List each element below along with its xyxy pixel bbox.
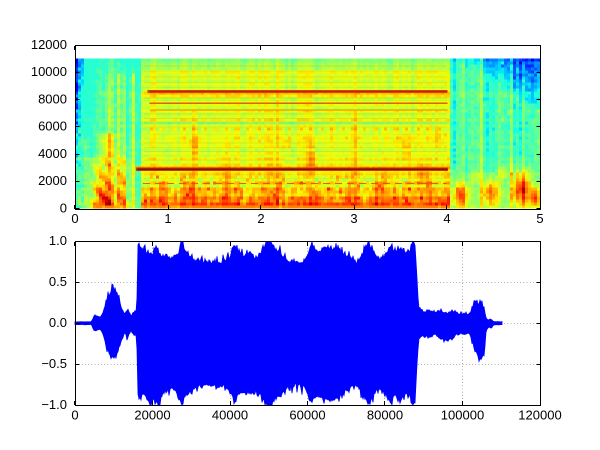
svg-text:40000: 40000 (212, 408, 248, 423)
svg-text:0: 0 (71, 408, 78, 423)
svg-text:1: 1 (164, 211, 171, 226)
svg-text:2000: 2000 (38, 173, 67, 188)
svg-text:0: 0 (71, 211, 78, 226)
svg-text:0.5: 0.5 (49, 274, 67, 289)
svg-text:120000: 120000 (518, 408, 561, 423)
svg-text:3: 3 (350, 211, 357, 226)
svg-text:4: 4 (443, 211, 450, 226)
svg-text:−0.5: −0.5 (41, 356, 67, 371)
svg-text:4000: 4000 (38, 146, 67, 161)
svg-text:12000: 12000 (31, 37, 67, 52)
svg-text:0.0: 0.0 (49, 315, 67, 330)
svg-text:60000: 60000 (289, 408, 325, 423)
svg-text:0: 0 (60, 200, 67, 215)
svg-text:100000: 100000 (441, 408, 484, 423)
svg-text:5: 5 (536, 211, 543, 226)
svg-text:20000: 20000 (134, 408, 170, 423)
svg-text:−1.0: −1.0 (41, 397, 67, 412)
svg-text:6000: 6000 (38, 119, 67, 134)
svg-text:10000: 10000 (31, 64, 67, 79)
svg-text:80000: 80000 (367, 408, 403, 423)
svg-text:8000: 8000 (38, 91, 67, 106)
svg-text:1.0: 1.0 (49, 233, 67, 248)
svg-text:2: 2 (257, 211, 264, 226)
